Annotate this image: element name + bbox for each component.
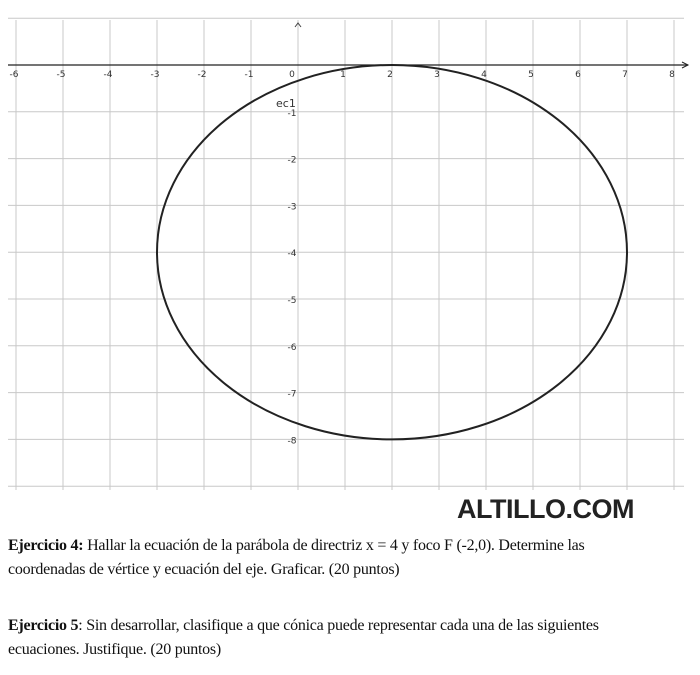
x-tick-label: 2 — [387, 70, 393, 80]
x-tick-label: 4 — [481, 70, 487, 80]
x-tick-label: -3 — [151, 70, 160, 80]
x-tick-label: 1 — [340, 70, 346, 80]
conic-graph: -6 -5 -4 -3 -2 -1 0 1 2 3 4 5 6 7 8 -1 -2 -3 -4 -5 -6 -7 -8 ec… — [8, 17, 690, 490]
x-tick-label: -5 — [57, 70, 66, 80]
exercise-5-text-line1: : Sin desarrollar, clasifique a que cóni… — [78, 617, 599, 634]
exercise-5: Ejercicio 5: Sin desarrollar, clasifique… — [8, 614, 599, 662]
axes — [8, 22, 690, 69]
y-tick-label: -3 — [288, 202, 297, 212]
grid — [8, 17, 684, 490]
y-tick-label: -2 — [288, 156, 297, 166]
x-tick-label: 3 — [434, 70, 440, 80]
y-tick-label: -6 — [288, 343, 297, 353]
exercise-5-text-line2: ecuaciones. Justifique. (20 puntos) — [8, 641, 221, 658]
ellipse-curve — [156, 64, 628, 441]
x-axis-arrow-icon — [681, 61, 690, 69]
exercise-5-title: Ejercicio 5 — [8, 617, 79, 634]
x-tick-label: 6 — [575, 70, 581, 80]
x-tick-label: -1 — [245, 70, 254, 80]
y-tick-label: -4 — [288, 249, 297, 259]
watermark-logo: ALTILLO.COM — [457, 494, 634, 524]
x-tick-label: -4 — [104, 70, 113, 80]
y-tick-label: -8 — [288, 436, 297, 446]
exercise-4-title: Ejercicio 4: — [8, 537, 84, 554]
x-tick-label: -6 — [10, 70, 19, 80]
y-tick-label: -7 — [288, 390, 297, 400]
exercise-4-text-line2: coordenadas de vértice y ecuación del ej… — [8, 561, 400, 578]
tick-labels: -6 -5 -4 -3 -2 -1 0 1 2 3 4 5 6 7 8 -1 -2 -3 -4 -5 -6 -7 -8 — [10, 70, 676, 446]
exercise-4-text-line1: Hallar la ecuación de la parábola de dir… — [83, 537, 585, 554]
y-axis-arrow-icon — [294, 22, 302, 28]
curve-label: ec1 — [276, 97, 296, 110]
x-tick-label: 5 — [528, 70, 534, 80]
x-tick-label: 8 — [669, 70, 675, 80]
x-tick-label: 7 — [622, 70, 628, 80]
exercise-4: Ejercicio 4: Hallar la ecuación de la pa… — [8, 534, 585, 582]
x-tick-label: -2 — [198, 70, 207, 80]
y-tick-label: -5 — [288, 296, 297, 306]
x-tick-label: 0 — [289, 70, 295, 80]
y-tick-label: -1 — [288, 109, 297, 119]
